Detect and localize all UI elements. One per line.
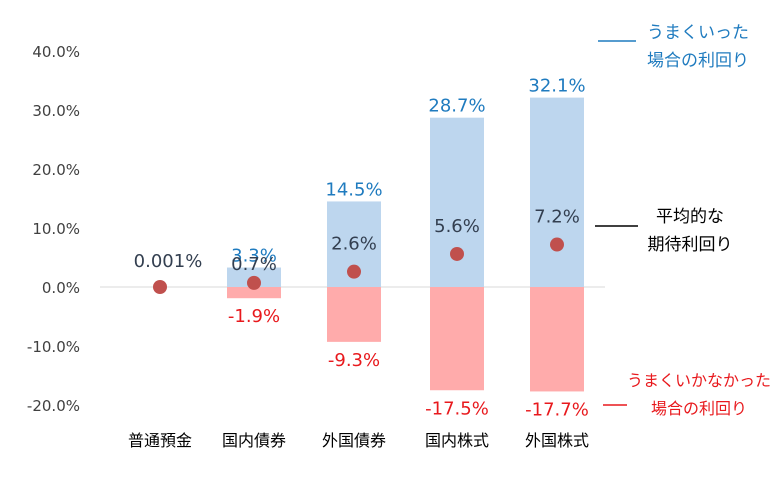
- upside-value-label: 28.7%: [428, 96, 485, 117]
- average-dot: [550, 237, 564, 252]
- average-value-label: 2.6%: [331, 234, 377, 255]
- y-tick-label: 30.0%: [32, 102, 80, 120]
- average-dot: [247, 275, 261, 290]
- category-label: 国内債券: [222, 431, 286, 450]
- average-value-label: 0.7%: [231, 254, 277, 275]
- downside-bar: [430, 287, 484, 391]
- downside-value-label: -17.7%: [525, 399, 589, 420]
- annotation-downside-line1: うまくいかなかった: [627, 371, 771, 390]
- category-label: 外国債券: [322, 431, 386, 450]
- annotation-upside-line1: うまくいった: [647, 23, 749, 43]
- average-value-label: 5.6%: [434, 216, 480, 237]
- downside-value-label: -9.3%: [328, 350, 380, 371]
- downside-value-label: -1.9%: [228, 306, 280, 327]
- annotation-average-line1: 平均的な: [656, 207, 724, 227]
- category-label: 普通預金: [128, 431, 192, 450]
- average-dot: [347, 264, 361, 279]
- y-tick-label: -20.0%: [27, 397, 80, 415]
- average-value-label: 0.001%: [134, 251, 203, 272]
- y-tick-label: 40.0%: [32, 43, 80, 61]
- y-tick-label: -10.0%: [27, 338, 80, 356]
- annotation-downside-line2: 場合の利回り: [651, 399, 747, 418]
- average-dot: [450, 246, 464, 261]
- upside-value-label: 3.3%: [231, 246, 277, 267]
- upside-value-label: 32.1%: [528, 76, 585, 97]
- annotation-average-line2: 期待利回り: [648, 235, 733, 255]
- category-label: 外国株式: [525, 431, 589, 450]
- upside-bar: [430, 117, 484, 287]
- y-tick-label: 10.0%: [32, 220, 80, 238]
- average-dot: [153, 279, 167, 294]
- upside-value-label: 14.5%: [325, 179, 382, 200]
- upside-bar: [530, 97, 584, 287]
- annotation-upside-line2: 場合の利回り: [647, 51, 749, 71]
- downside-bar: [227, 287, 281, 299]
- category-label: 国内株式: [425, 431, 489, 450]
- downside-bar: [530, 287, 584, 392]
- y-tick-label: 20.0%: [32, 161, 80, 179]
- downside-bar: [327, 287, 381, 342]
- downside-value-label: -17.5%: [425, 398, 489, 419]
- y-tick-label: 0.0%: [42, 279, 80, 297]
- average-value-label: 7.2%: [534, 207, 580, 228]
